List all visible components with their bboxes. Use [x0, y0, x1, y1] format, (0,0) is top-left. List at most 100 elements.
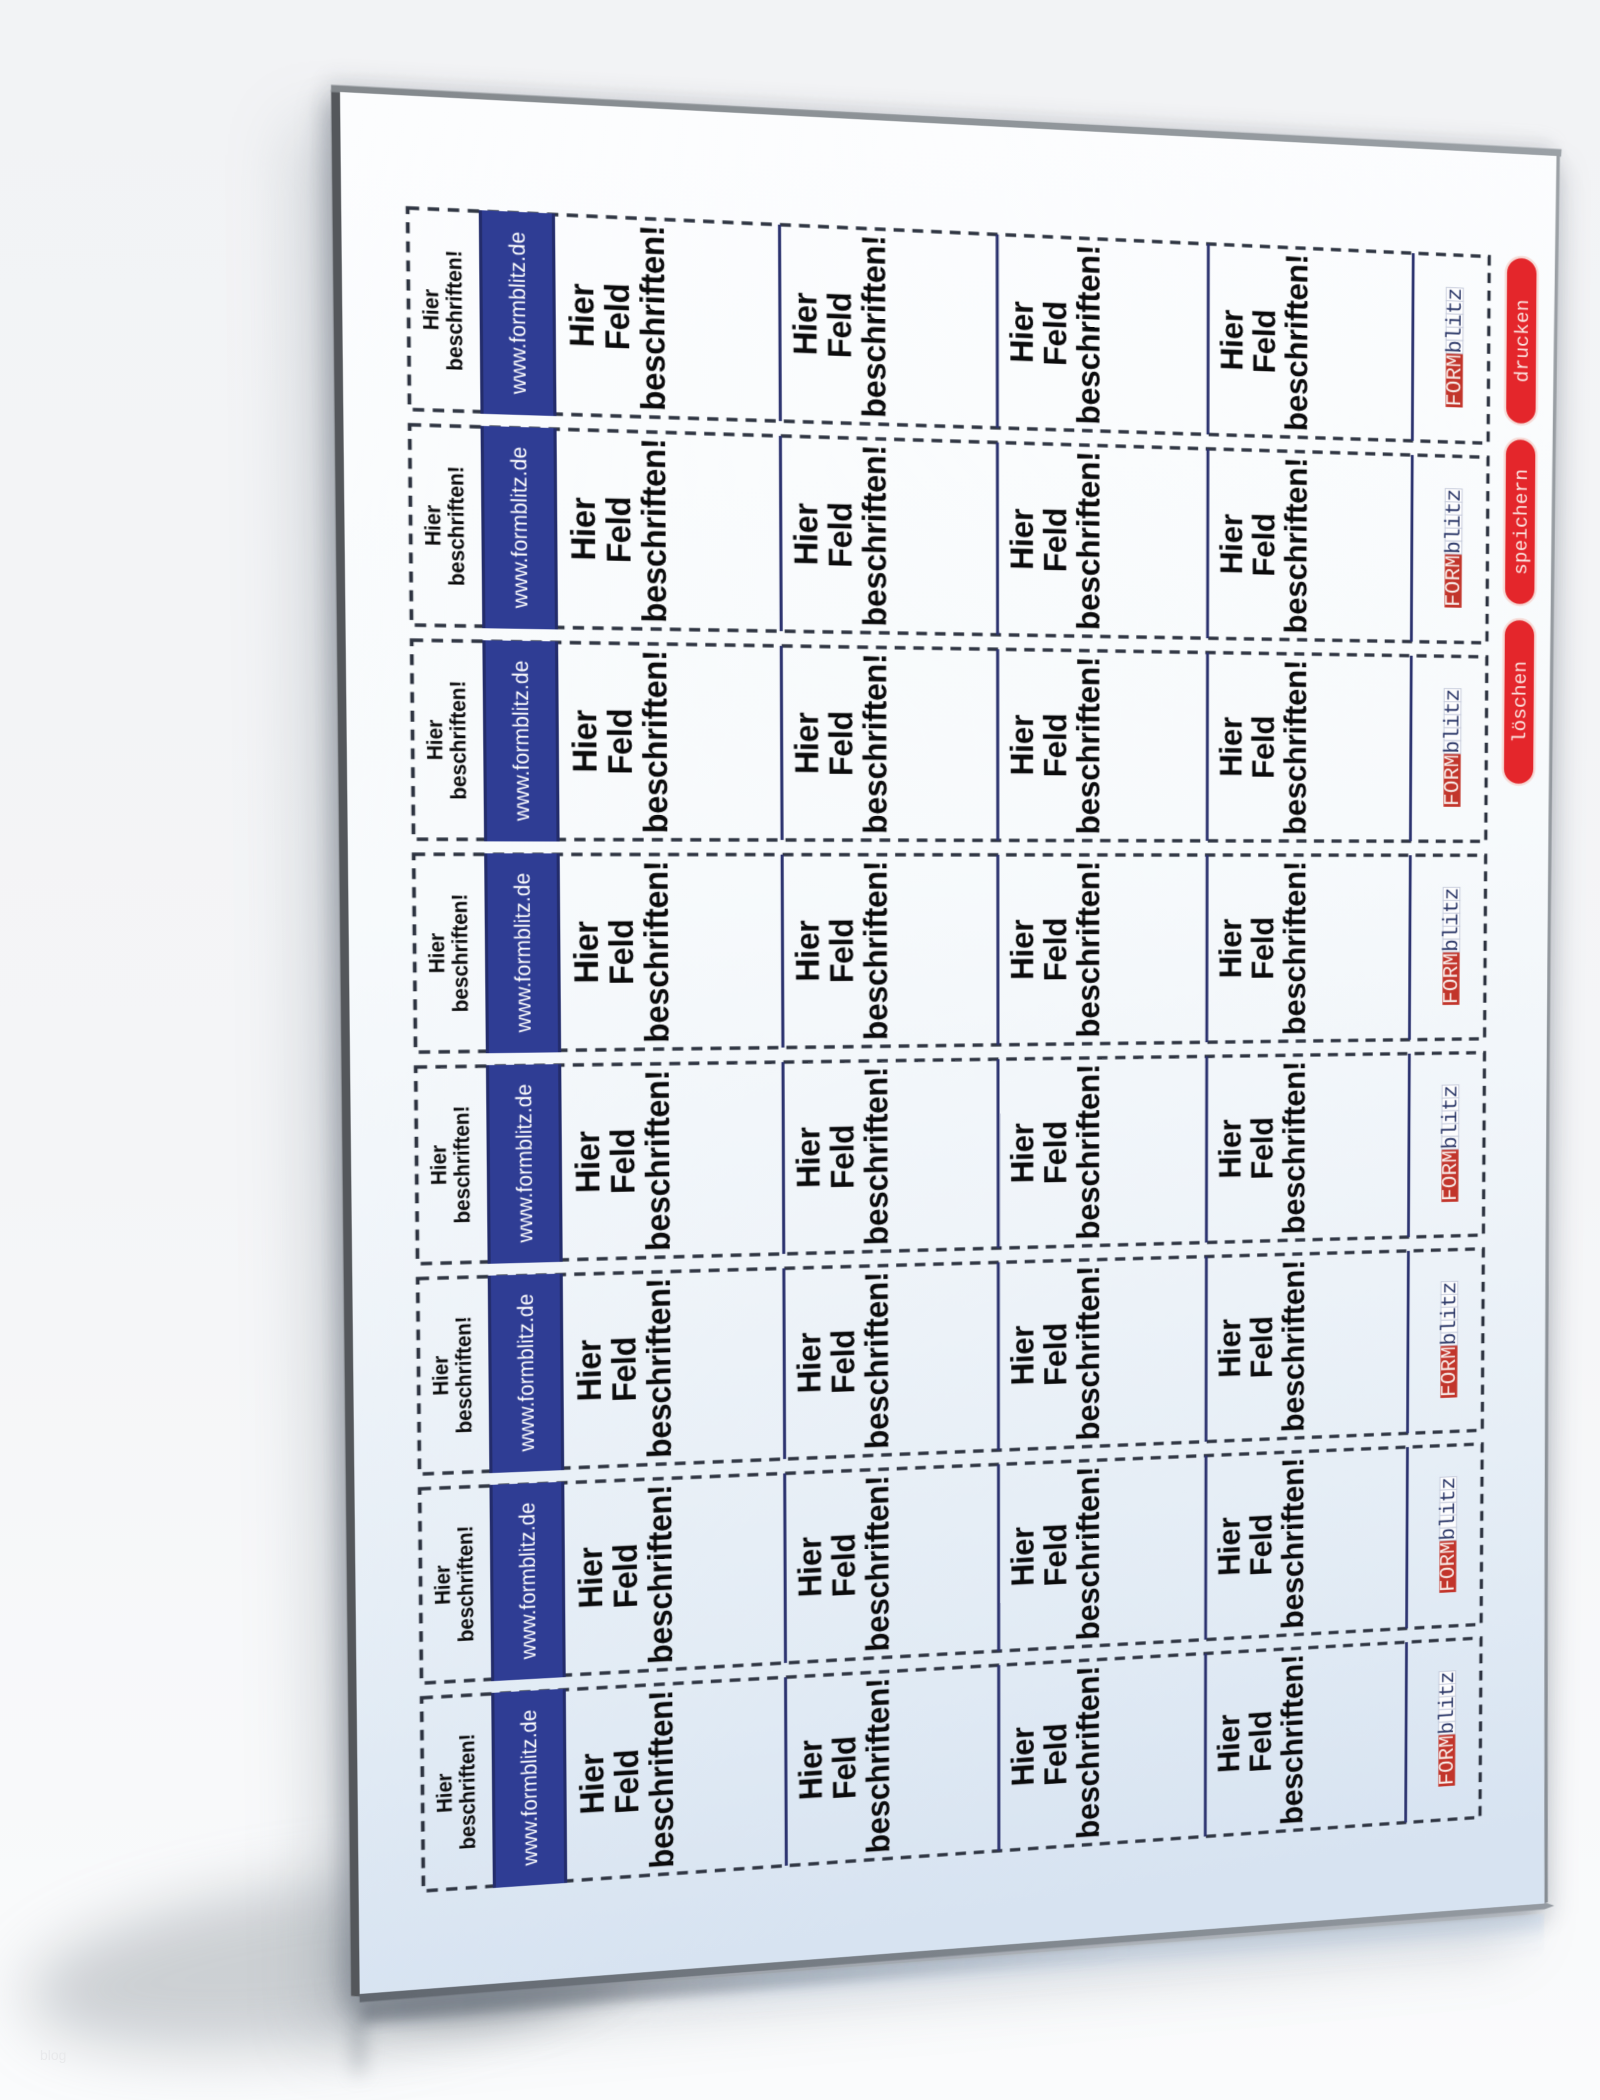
svg-text:l: l [1436, 1708, 1460, 1722]
svg-text:Hier: Hier [1212, 1713, 1246, 1774]
svg-text:Hier: Hier [426, 1145, 451, 1186]
svg-text:beschriften!: beschriften! [1278, 660, 1313, 835]
svg-text:www.formblitz.de: www.formblitz.de [504, 231, 531, 395]
svg-text:Feld: Feld [823, 711, 860, 776]
svg-text:Hier: Hier [563, 283, 602, 348]
svg-text:beschriften!: beschriften! [858, 861, 895, 1040]
svg-text:FORM: FORM [1440, 953, 1464, 1004]
svg-text:Feld: Feld [600, 496, 638, 563]
svg-text:beschriften!: beschriften! [455, 1733, 480, 1850]
svg-text:Hier: Hier [1005, 1526, 1040, 1587]
svg-text:Feld: Feld [599, 283, 637, 351]
svg-text:Hier: Hier [1215, 309, 1250, 371]
svg-text:Hier: Hier [1005, 714, 1041, 775]
svg-text:z: z [1440, 887, 1464, 900]
svg-text:beschriften!: beschriften! [638, 861, 676, 1043]
svg-text:beschriften!: beschriften! [447, 894, 473, 1013]
svg-text:beschriften!: beschriften! [858, 1067, 895, 1246]
svg-text:Hier: Hier [791, 1332, 828, 1394]
svg-text:Hier: Hier [790, 920, 827, 982]
svg-text:beschriften!: beschriften! [640, 1278, 678, 1459]
svg-text:Feld: Feld [1244, 1710, 1278, 1773]
svg-text:l: l [1441, 728, 1465, 741]
svg-text:Feld: Feld [1246, 917, 1280, 980]
svg-text:Feld: Feld [1038, 713, 1073, 777]
svg-text:beschriften!: beschriften! [860, 1677, 896, 1854]
svg-text:t: t [1443, 300, 1467, 314]
svg-text:Feld: Feld [604, 1128, 642, 1194]
svg-text:beschriften!: beschriften! [636, 650, 675, 833]
svg-text:Hier: Hier [1213, 1318, 1247, 1378]
svg-text:beschriften!: beschriften! [1278, 861, 1313, 1035]
svg-text:beschriften!: beschriften! [643, 1689, 681, 1869]
svg-text:beschriften!: beschriften! [1277, 1061, 1312, 1235]
svg-text:Feld: Feld [1038, 1322, 1073, 1386]
svg-text:beschriften!: beschriften! [1071, 1265, 1106, 1441]
svg-text:Feld: Feld [1245, 1316, 1279, 1379]
svg-text:drucken: drucken [1511, 299, 1534, 383]
svg-text:Feld: Feld [1246, 716, 1281, 779]
svg-text:Hier: Hier [1005, 1325, 1040, 1386]
svg-text:Hier: Hier [574, 1752, 612, 1816]
svg-text:Hier: Hier [1212, 1516, 1246, 1577]
svg-text:Feld: Feld [822, 502, 859, 568]
svg-text:z: z [1438, 1281, 1462, 1294]
svg-text:beschriften!: beschriften! [1071, 244, 1107, 425]
svg-text:beschriften!: beschriften! [634, 225, 673, 412]
svg-text:b: b [1443, 340, 1467, 354]
svg-text:l: l [1443, 327, 1467, 341]
svg-text:beschriften!: beschriften! [860, 1475, 896, 1653]
svg-text:www.formblitz.de: www.formblitz.de [506, 446, 533, 609]
svg-text:Feld: Feld [601, 708, 639, 774]
svg-text:Feld: Feld [822, 292, 859, 359]
svg-text:www.formblitz.de: www.formblitz.de [507, 660, 534, 822]
svg-text:beschriften!: beschriften! [639, 1070, 677, 1252]
svg-text:t: t [1436, 1683, 1460, 1697]
svg-text:Feld: Feld [608, 1748, 646, 1814]
svg-text:Feld: Feld [824, 918, 861, 983]
svg-text:beschriften!: beschriften! [449, 1106, 475, 1224]
svg-text:Hier: Hier [1004, 508, 1040, 570]
svg-text:Feld: Feld [1247, 513, 1282, 577]
svg-text:beschriften!: beschriften! [635, 438, 674, 623]
svg-text:beschriften!: beschriften! [1277, 1260, 1312, 1433]
svg-text:www.formblitz.de: www.formblitz.de [512, 1294, 538, 1453]
svg-text:Hier: Hier [1005, 1122, 1040, 1183]
svg-text:Hier: Hier [432, 1772, 457, 1813]
svg-text:l: l [1438, 1319, 1462, 1332]
svg-text:i: i [1437, 1502, 1461, 1516]
svg-text:z: z [1441, 689, 1465, 702]
svg-text:speichern: speichern [1510, 469, 1533, 576]
svg-text:beschriften!: beschriften! [453, 1525, 478, 1643]
svg-text:Hier: Hier [1005, 919, 1041, 980]
svg-text:beschriften!: beschriften! [1276, 1457, 1310, 1630]
svg-text:t: t [1441, 702, 1465, 715]
svg-text:b: b [1440, 939, 1464, 952]
svg-text:b: b [1442, 541, 1466, 555]
svg-text:beschriften!: beschriften! [441, 250, 467, 372]
svg-text:www.formblitz.de: www.formblitz.de [516, 1709, 542, 1867]
svg-text:www.formblitz.de: www.formblitz.de [509, 873, 536, 1034]
svg-text:Feld: Feld [1038, 1523, 1073, 1587]
svg-text:t: t [1439, 1098, 1463, 1111]
svg-text:Hier: Hier [1214, 716, 1249, 777]
svg-text:t: t [1440, 900, 1464, 913]
svg-text:z: z [1442, 489, 1466, 503]
svg-text:Hier: Hier [424, 933, 449, 974]
svg-text:Feld: Feld [606, 1336, 644, 1402]
svg-text:z: z [1437, 1476, 1461, 1490]
svg-text:www.formblitz.de: www.formblitz.de [514, 1502, 540, 1661]
svg-text:Hier: Hier [1214, 918, 1249, 978]
svg-text:Hier: Hier [428, 1355, 453, 1396]
svg-text:beschriften!: beschriften! [445, 680, 471, 799]
svg-text:l: l [1440, 926, 1464, 939]
svg-text:Hier: Hier [1214, 513, 1249, 574]
svg-text:t: t [1442, 502, 1466, 516]
svg-text:beschriften!: beschriften! [1279, 457, 1314, 634]
svg-text:beschriften!: beschriften! [642, 1484, 680, 1665]
svg-text:beschriften!: beschriften! [1071, 1665, 1106, 1840]
svg-text:beschriften!: beschriften! [857, 653, 894, 834]
svg-text:i: i [1443, 314, 1467, 328]
svg-text:Hier: Hier [420, 505, 445, 547]
svg-text:Hier: Hier [793, 1739, 829, 1802]
